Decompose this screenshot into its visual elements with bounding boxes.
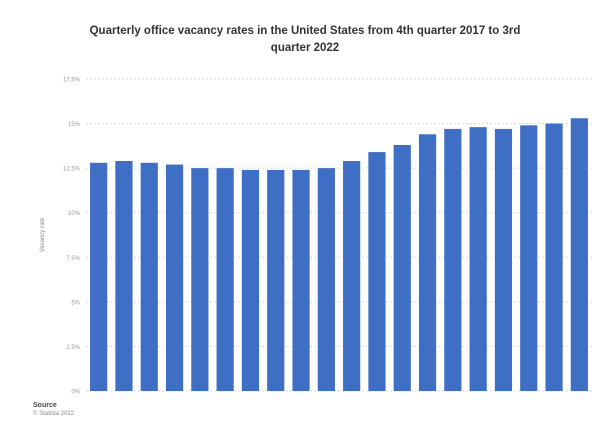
bar — [115, 161, 133, 391]
y-tick-label: 17.5% — [63, 78, 81, 84]
y-tick-label: 10% — [68, 211, 81, 217]
y-axis-label: Vacancy rate — [40, 217, 46, 252]
bar — [317, 168, 335, 391]
y-tick-label: 7.5% — [66, 256, 80, 262]
bar — [469, 127, 487, 391]
bar — [570, 118, 588, 391]
bar — [216, 168, 234, 391]
bar — [241, 169, 260, 391]
bar — [343, 161, 361, 391]
bar — [545, 123, 563, 391]
bar — [292, 169, 310, 391]
bar — [393, 144, 411, 391]
y-tick-label: 12.5% — [63, 167, 81, 173]
bar — [165, 164, 184, 391]
chart-title: Quarterly office vacancy rates in the Un… — [89, 25, 521, 54]
bar — [140, 162, 158, 391]
bar — [520, 125, 538, 391]
source-text: © Statista 2022 — [33, 411, 75, 417]
bar — [444, 128, 462, 392]
bar — [494, 128, 513, 392]
bar — [191, 168, 209, 391]
bar — [267, 169, 285, 391]
bar — [368, 152, 386, 391]
y-tick-label: 15% — [68, 122, 81, 128]
y-tick-label: 5% — [71, 300, 80, 306]
bar — [418, 134, 437, 391]
y-tick-label: 2.5% — [66, 345, 80, 351]
y-tick-label: 0% — [71, 390, 80, 396]
source-label[interactable]: Source — [33, 402, 57, 409]
bar — [90, 162, 108, 391]
